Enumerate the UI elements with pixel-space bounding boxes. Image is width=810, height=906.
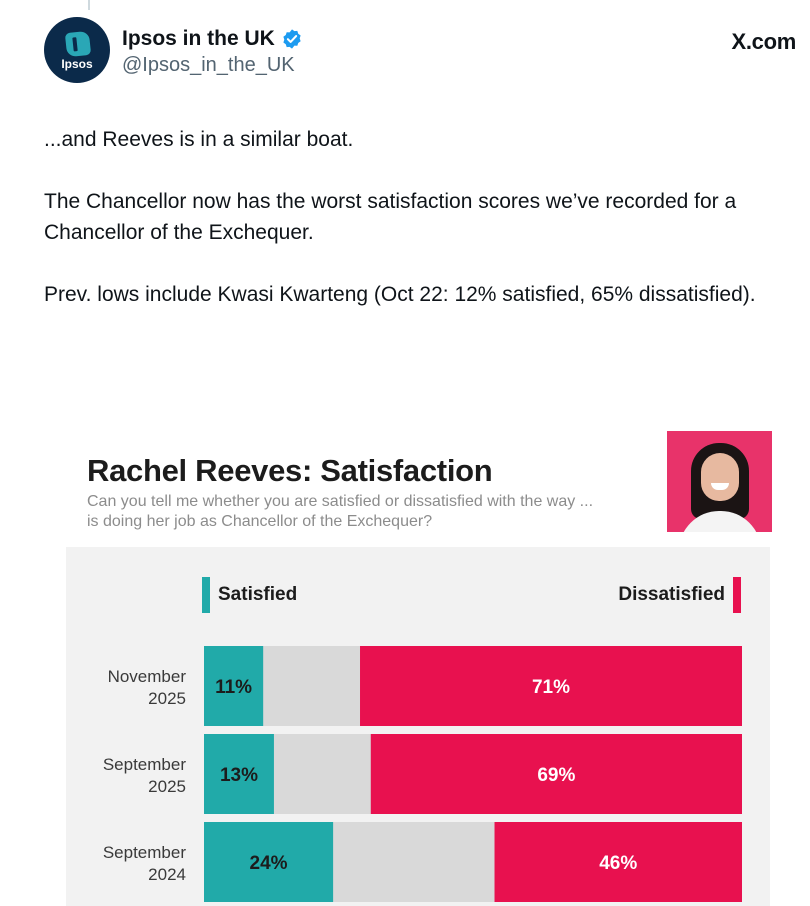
chart-subtitle: Can you tell me whether you are satisfie… <box>87 493 594 530</box>
bar-dissatisfied <box>370 734 742 814</box>
tweet-paragraph: ...and Reeves is in a similar boat. <box>44 128 354 151</box>
dissatisfied-swatch <box>733 577 741 613</box>
bar-dissatisfied <box>360 646 742 726</box>
category-label-year: 2025 <box>148 689 186 708</box>
chart-title: Rachel Reeves: Satisfaction <box>87 453 493 488</box>
data-label-satisfied: 11% <box>215 677 252 698</box>
display-name[interactable]: Ipsos in the UK <box>122 27 275 50</box>
data-label-dissatisfied: 71% <box>532 677 570 698</box>
bar-dissatisfied <box>494 822 742 902</box>
category-label-year: 2024 <box>148 865 186 884</box>
tweet-paragraph: The Chancellor now has the worst satisfa… <box>44 190 737 244</box>
source-label: X.com <box>731 29 796 54</box>
data-label-satisfied: 13% <box>220 765 258 786</box>
data-label-satisfied: 24% <box>250 853 288 874</box>
chart-image-card[interactable]: Rachel Reeves: Satisfaction Can you tell… <box>66 425 776 906</box>
legend-satisfied-label: Satisfied <box>218 584 298 605</box>
bar-satisfied <box>204 822 334 902</box>
legend-dissatisfied: Dissatisfied <box>618 577 741 613</box>
author-handle[interactable]: @Ipsos_in_the_UK <box>122 54 295 76</box>
thread-connector-line <box>88 0 90 10</box>
chancellor-portrait-image <box>667 431 772 532</box>
stacked-bar-chart: 11% 71% November 2025 13% 69% September 2025 24%… <box>103 646 742 902</box>
data-label-dissatisfied: 46% <box>599 853 637 874</box>
data-label-dissatisfied: 69% <box>537 765 575 786</box>
legend-dissatisfied-label: Dissatisfied <box>618 584 725 605</box>
author-name-row: Ipsos in the UK <box>122 27 303 51</box>
bar-satisfied <box>204 734 274 814</box>
verified-badge-icon <box>283 29 301 49</box>
bar-satisfied <box>204 646 264 726</box>
category-label-year: 2025 <box>148 777 186 796</box>
satisfied-swatch <box>202 577 210 613</box>
category-label-month: September <box>103 843 186 862</box>
category-label-month: September <box>103 755 186 774</box>
chart-panel: 11% 71% November 2025 13% 69% September 2025 24%… <box>66 547 770 906</box>
tweet-paragraph: Prev. lows include Kwasi Kwarteng (Oct 2… <box>44 283 756 306</box>
tweet-text: ...and Reeves is in a similar boat. The … <box>44 124 796 341</box>
category-label-month: November <box>108 667 187 686</box>
avatar-logo-text: Ipsos <box>61 57 93 71</box>
ipsos-logo-icon <box>64 30 92 58</box>
legend-satisfied: Satisfied <box>202 577 297 613</box>
avatar[interactable]: Ipsos <box>44 17 110 83</box>
